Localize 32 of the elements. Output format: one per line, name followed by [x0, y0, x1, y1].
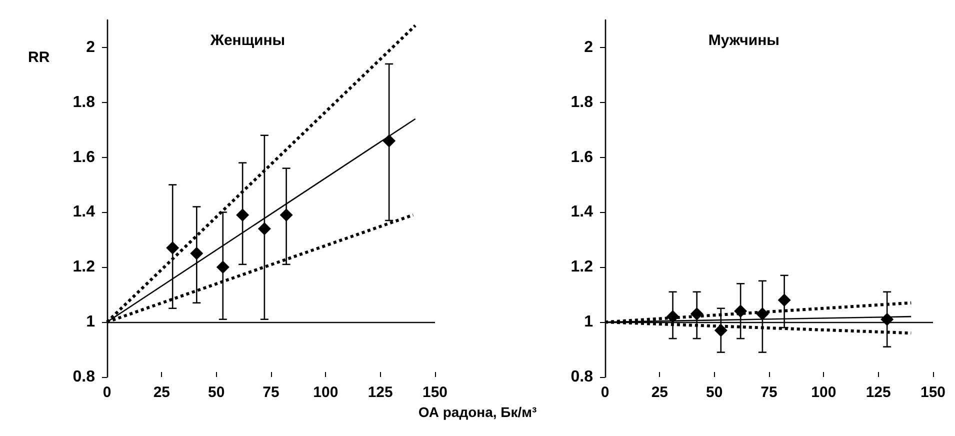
x-tick-label: 75 [262, 384, 280, 401]
text: Мужчины [708, 32, 780, 49]
y-tick-label: 1 [86, 314, 96, 331]
x-tick-label: 25 [651, 384, 668, 401]
y-tick-label: 1.4 [72, 204, 96, 221]
x-tick-label: 75 [760, 384, 778, 401]
x-tick-label: 150 [422, 384, 448, 401]
y-tick-label: 1.8 [72, 94, 96, 111]
x-tick-label: 0 [600, 384, 610, 401]
y-tick-label: 1 [584, 314, 594, 331]
y-tick-label: 2 [86, 38, 96, 56]
x-tick-label: 50 [706, 384, 723, 401]
y-tick-label: 1.2 [570, 258, 594, 276]
y-tick-label: 2 [584, 38, 594, 56]
y-axis-title: RR [28, 49, 50, 66]
y-tick-label: 1.4 [570, 204, 594, 221]
x-tick-label: 150 [920, 384, 946, 401]
y-tick-label: 1.8 [570, 94, 594, 111]
x-tick-label: 50 [208, 384, 225, 401]
x-tick-label: 125 [866, 384, 891, 401]
y-tick-label: 0.8 [72, 368, 96, 386]
x-tick-label: 100 [313, 384, 338, 401]
text: Женщины [209, 32, 286, 49]
x-tick-label: 125 [368, 384, 393, 401]
x-axis-title: ОА радона, Бк/м³ [417, 404, 538, 420]
x-tick-label: 100 [811, 384, 836, 401]
x-tick-label: 0 [102, 384, 112, 401]
x-tick-label: 25 [153, 384, 170, 401]
y-tick-label: 1.6 [72, 148, 96, 166]
y-tick-label: 1.6 [570, 148, 594, 166]
y-tick-label: 1.2 [72, 258, 96, 276]
y-tick-label: 0.8 [570, 368, 594, 386]
